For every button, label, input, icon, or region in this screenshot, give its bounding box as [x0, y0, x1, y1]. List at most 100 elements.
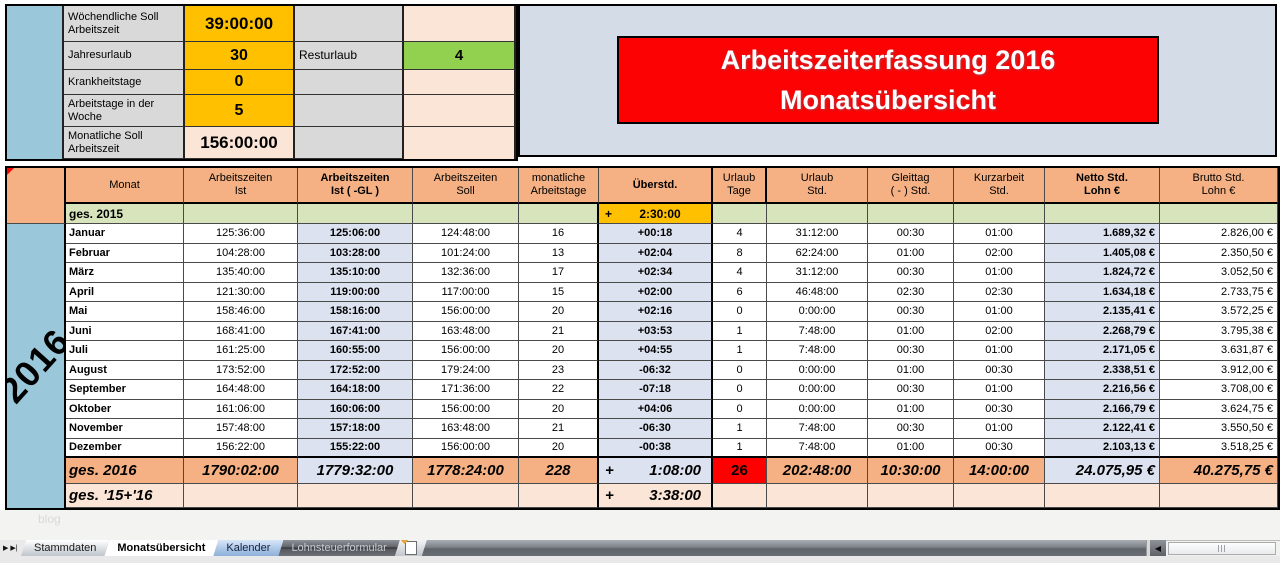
total-2016-vacation-days[interactable]: 26	[713, 458, 767, 484]
cell-urlaub_tage[interactable]: 4	[713, 263, 767, 283]
cell-soll[interactable]: 132:36:00	[413, 263, 519, 283]
cell-ist[interactable]: 157:48:00	[184, 419, 298, 439]
cell-kurzarbeit[interactable]: 01:00	[954, 224, 1045, 244]
cell-tage[interactable]: 15	[519, 282, 599, 302]
cell-urlaub_std[interactable]: 31:12:00	[767, 263, 868, 283]
cell-ist[interactable]: 135:40:00	[184, 263, 298, 283]
cell-ist_gl[interactable]: 172:52:00	[298, 360, 413, 380]
cell-urlaub_std[interactable]: 7:48:00	[767, 341, 868, 361]
cell-kurzarbeit[interactable]: 02:00	[954, 321, 1045, 341]
tab-stammdaten[interactable]: Stammdaten	[21, 540, 109, 556]
column-header[interactable]: Brutto Std. Lohn €	[1160, 168, 1278, 204]
cell-kurzarbeit[interactable]: 01:00	[954, 419, 1045, 439]
tab-nav-last-icon[interactable]: ▶|	[10, 545, 18, 552]
cell-kurzarbeit[interactable]: 01:00	[954, 302, 1045, 322]
cell-netto[interactable]: 2.338,51 €	[1045, 360, 1160, 380]
tab-kalender[interactable]: Kalender	[213, 540, 283, 556]
cell-monat[interactable]: Juni	[66, 321, 184, 341]
cell-urlaub_tage[interactable]: 6	[713, 282, 767, 302]
cell-tage[interactable]: 23	[519, 360, 599, 380]
cell-tage[interactable]: 21	[519, 419, 599, 439]
cell-brutto[interactable]: 3.518,25 €	[1160, 438, 1278, 458]
cell-ist[interactable]: 158:46:00	[184, 302, 298, 322]
cell-ueberstd[interactable]: +02:34	[599, 263, 713, 283]
cell-urlaub_tage[interactable]: 1	[713, 438, 767, 458]
cell-ueberstd[interactable]: -06:30	[599, 419, 713, 439]
cell-netto[interactable]: 2.135,41 €	[1045, 302, 1160, 322]
table-cell[interactable]	[713, 204, 767, 224]
cell-brutto[interactable]: 3.708,00 €	[1160, 380, 1278, 400]
table-cell[interactable]	[767, 484, 868, 508]
column-header[interactable]: Überstd.	[599, 168, 713, 204]
year-cell[interactable]: 2016	[7, 224, 66, 508]
table-cell[interactable]	[1160, 204, 1278, 224]
cell-brutto[interactable]: 40.275,75 €	[1160, 458, 1278, 484]
cell-ist[interactable]: 125:36:00	[184, 224, 298, 244]
cell-kurzarbeit[interactable]: 00:30	[954, 399, 1045, 419]
total-2015-overtime[interactable]: +2:30:00	[599, 204, 713, 224]
cell-ist_gl[interactable]: 155:22:00	[298, 438, 413, 458]
cell-urlaub_tage[interactable]: 1	[713, 321, 767, 341]
table-cell[interactable]	[519, 484, 599, 508]
empty-cell[interactable]	[295, 70, 404, 95]
cell-ist[interactable]: 161:25:00	[184, 341, 298, 361]
cell-ueberstd[interactable]: -07:18	[599, 380, 713, 400]
empty-cell[interactable]	[295, 6, 404, 42]
cell-gleittag[interactable]: 00:30	[868, 263, 954, 283]
cell-gleittag[interactable]: 00:30	[868, 419, 954, 439]
cell-brutto[interactable]: 3.624,75 €	[1160, 399, 1278, 419]
table-cell[interactable]	[298, 204, 413, 224]
cell-ist[interactable]: 173:52:00	[184, 360, 298, 380]
comment-flag-cell[interactable]	[713, 484, 767, 508]
cell-gleittag[interactable]: 01:00	[868, 321, 954, 341]
cell-soll[interactable]: 124:48:00	[413, 224, 519, 244]
cell-netto[interactable]: 1.634,18 €	[1045, 282, 1160, 302]
column-header[interactable]: Urlaub Std.	[767, 168, 868, 204]
cell-soll[interactable]: 179:24:00	[413, 360, 519, 380]
cell-kurzarbeit[interactable]: 01:00	[954, 341, 1045, 361]
cell-monat[interactable]: März	[66, 263, 184, 283]
empty-cell[interactable]	[295, 95, 404, 127]
cell-gleittag[interactable]: 01:00	[868, 360, 954, 380]
cell-ueberstd[interactable]: +02:00	[599, 282, 713, 302]
cell-gleittag[interactable]: 01:00	[868, 243, 954, 263]
cell-gleittag[interactable]: 00:30	[868, 341, 954, 361]
cell-kurzarbeit[interactable]: 01:00	[954, 380, 1045, 400]
cell-soll[interactable]: 171:36:00	[413, 380, 519, 400]
cell-netto[interactable]: 2.166,79 €	[1045, 399, 1160, 419]
cell-urlaub_std[interactable]: 46:48:00	[767, 282, 868, 302]
cell-tage[interactable]: 20	[519, 302, 599, 322]
cell-soll[interactable]: 156:00:00	[413, 302, 519, 322]
column-header[interactable]: Urlaub Tage	[713, 168, 767, 204]
column-header[interactable]: monatliche Arbeitstage	[519, 168, 599, 204]
cell-gleittag[interactable]: 02:30	[868, 282, 954, 302]
cell-urlaub_tage[interactable]: 0	[713, 380, 767, 400]
cell-gleittag[interactable]: 01:00	[868, 399, 954, 419]
cell-netto[interactable]: 1.824,72 €	[1045, 263, 1160, 283]
table-cell[interactable]	[954, 484, 1045, 508]
cell-urlaub_std[interactable]: 0:00:00	[767, 399, 868, 419]
cell-monat[interactable]: November	[66, 419, 184, 439]
cell-monat[interactable]: Februar	[66, 243, 184, 263]
cell-netto[interactable]: 2.268,79 €	[1045, 321, 1160, 341]
cell-brutto[interactable]: 3.572,25 €	[1160, 302, 1278, 322]
scrollbar-thumb[interactable]	[1168, 542, 1276, 555]
cell-monat[interactable]: Dezember	[66, 438, 184, 458]
column-header[interactable]: Kurzarbeit Std.	[954, 168, 1045, 204]
cell-ist[interactable]: 168:41:00	[184, 321, 298, 341]
cell-ueberstd[interactable]: +00:18	[599, 224, 713, 244]
cell-brutto[interactable]: 3.631,87 €	[1160, 341, 1278, 361]
cell-brutto[interactable]: 3.550,50 €	[1160, 419, 1278, 439]
cell-kurzarbeit[interactable]: 14:00:00	[954, 458, 1045, 484]
cell-urlaub_std[interactable]: 0:00:00	[767, 302, 868, 322]
cell-soll[interactable]: 156:00:00	[413, 341, 519, 361]
cell-urlaub_std[interactable]: 0:00:00	[767, 360, 868, 380]
cell-urlaub_tage[interactable]: 0	[713, 399, 767, 419]
cell-tage[interactable]: 20	[519, 438, 599, 458]
cell-monat[interactable]: Januar	[66, 224, 184, 244]
cell-ist_gl[interactable]: 160:55:00	[298, 341, 413, 361]
cell-kurzarbeit[interactable]: 00:30	[954, 438, 1045, 458]
cell-soll[interactable]: 156:00:00	[413, 399, 519, 419]
cell-monat[interactable]: September	[66, 380, 184, 400]
cell-monat[interactable]: Mai	[66, 302, 184, 322]
